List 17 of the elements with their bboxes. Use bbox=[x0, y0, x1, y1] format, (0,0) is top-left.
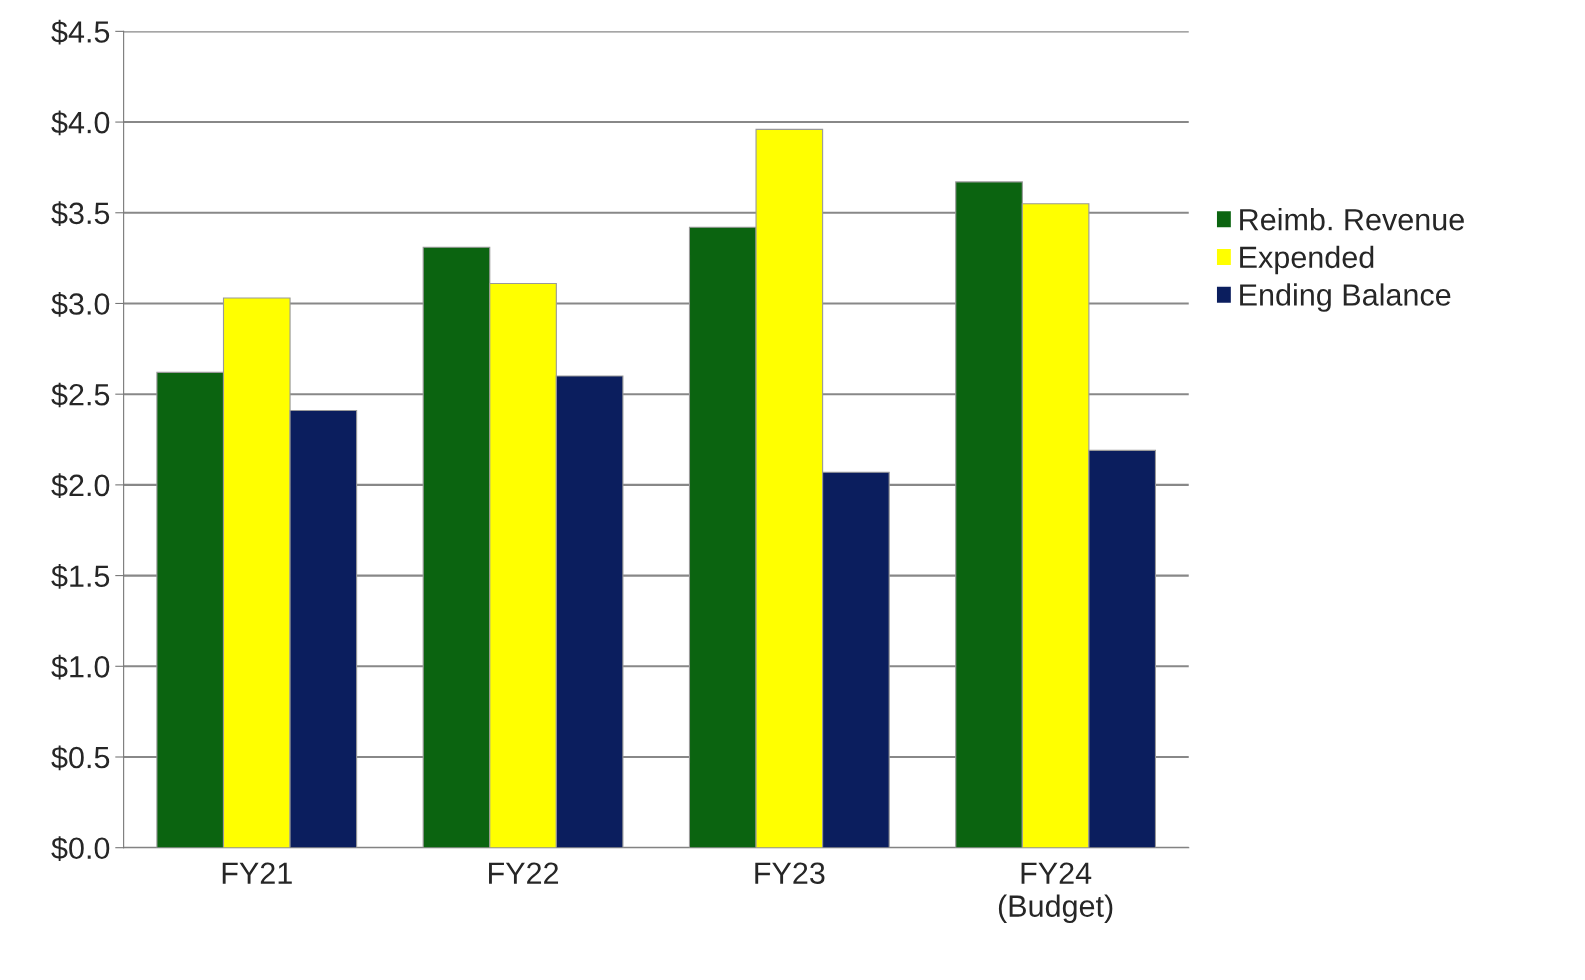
x-tick-label: FY22 bbox=[489, 862, 559, 884]
y-tick-label: $1.0 bbox=[51, 654, 110, 680]
y-tick-label: $3.5 bbox=[51, 201, 110, 226]
y-tick-label: $0.0 bbox=[51, 836, 110, 861]
x-tick-label: FY24 (Budget) bbox=[998, 862, 1113, 923]
y-tick-label: $0.5 bbox=[51, 745, 110, 771]
legend-label: Reimb. Revenue bbox=[1240, 208, 1464, 231]
legend-label: Ending Balance bbox=[1240, 283, 1451, 312]
y-tick-label: $2.0 bbox=[51, 473, 110, 499]
x-tick-label: FY23 bbox=[755, 862, 825, 885]
y-tick-label: $2.5 bbox=[51, 382, 110, 408]
legend-label: Expended bbox=[1240, 245, 1374, 275]
y-tick-label: $4.0 bbox=[51, 110, 110, 136]
x-tick-label: FY21 bbox=[222, 862, 292, 884]
y-tick-label: $3.0 bbox=[51, 291, 110, 317]
y-tick-label: $4.5 bbox=[51, 19, 110, 45]
y-tick-label: $1.5 bbox=[51, 564, 110, 589]
